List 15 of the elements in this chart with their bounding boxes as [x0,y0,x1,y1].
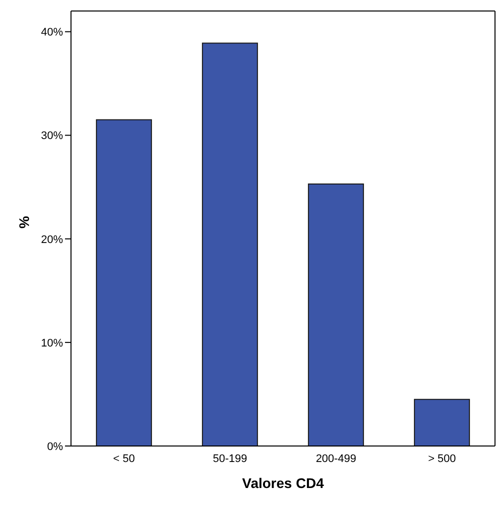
bar [96,119,152,446]
bar [308,183,364,446]
y-axis-title: % [16,216,32,228]
bar [414,398,470,446]
x-axis-title: Valores CD4 [242,475,324,491]
y-tick-label: 40% [40,26,64,39]
y-tick-label: 10% [40,337,64,350]
y-tick-label: 20% [40,234,64,246]
bar [202,42,258,446]
x-tick-label: 50-199 [212,452,248,465]
y-tick-label: 30% [40,130,64,142]
x-tick-label: 200-499 [316,452,356,465]
y-tick-label: 0% [47,440,64,453]
x-tick-label: > 500 [428,452,456,465]
x-tick-label: < 50 [113,452,135,465]
